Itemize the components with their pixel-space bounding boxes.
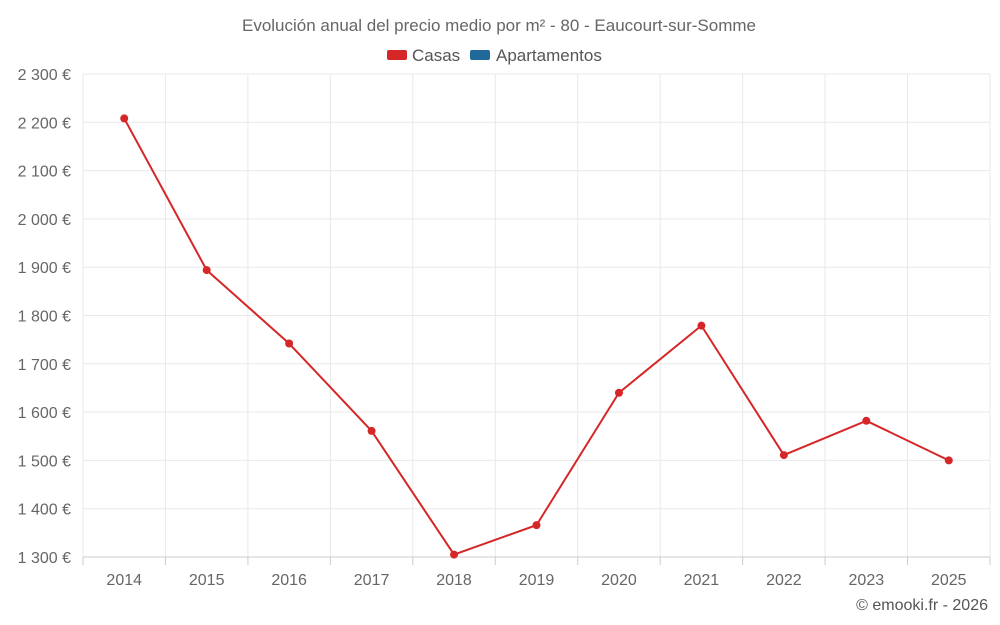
data-point-casas[interactable] [367,426,376,435]
data-point-casas[interactable] [614,388,623,397]
y-tick-label: 2 100 € [18,164,71,181]
data-point-casas[interactable] [202,266,211,275]
data-point-casas[interactable] [944,456,953,465]
data-point-casas[interactable] [779,451,788,460]
y-tick-label: 1 500 € [18,453,71,470]
credit: © emooki.fr - 2026 [856,597,988,614]
x-axis: 2014 2015 2016 2017 2018 2019 2020 2021 2022 2023… [82,556,991,589]
legend[interactable]: Casas Apartamentos [387,46,602,65]
data-point-casas[interactable] [862,416,871,425]
y-tick-label: 2 300 € [18,67,71,84]
y-tick-label: 2 000 € [18,212,71,229]
legend-label-casas: Casas [412,46,460,65]
y-tick-label: 1 300 € [18,550,71,567]
x-tick-label: 2018 [436,572,472,589]
x-tick-label: 2023 [849,572,885,589]
y-tick-label: 1 800 € [18,309,71,326]
x-tick-label: 2014 [106,572,142,589]
data-point-casas[interactable] [532,521,541,530]
x-tick-label: 2020 [601,572,637,589]
legend-item-apartamentos[interactable]: Apartamentos [470,46,602,65]
legend-label-apartamentos: Apartamentos [496,46,602,65]
x-tick-label: 2025 [931,572,967,589]
x-tick-label: 2019 [519,572,555,589]
y-tick-label: 1 400 € [18,502,71,519]
series-casas [120,114,953,559]
legend-item-casas[interactable]: Casas [387,46,460,65]
y-tick-label: 1 900 € [18,260,71,277]
legend-swatch-casas [387,50,407,60]
x-tick-label: 2017 [354,572,390,589]
y-axis: 1 300 € 1 400 € 1 500 € 1 600 € 1 700 € 1 800… [18,67,71,567]
x-tick-label: 2015 [189,572,225,589]
data-point-casas[interactable] [697,321,706,330]
data-point-casas[interactable] [450,550,459,559]
y-tick-label: 1 700 € [18,357,71,374]
chart-title: Evolución anual del precio medio por m² … [242,16,756,35]
x-tick-label: 2021 [684,572,720,589]
x-tick-label: 2016 [271,572,307,589]
x-tick-label: 2022 [766,572,802,589]
grid [82,73,991,558]
y-tick-label: 1 600 € [18,405,71,422]
data-point-casas[interactable] [285,339,294,348]
data-point-casas[interactable] [120,114,129,123]
y-tick-label: 2 200 € [18,115,71,132]
legend-swatch-apartamentos [470,50,490,60]
